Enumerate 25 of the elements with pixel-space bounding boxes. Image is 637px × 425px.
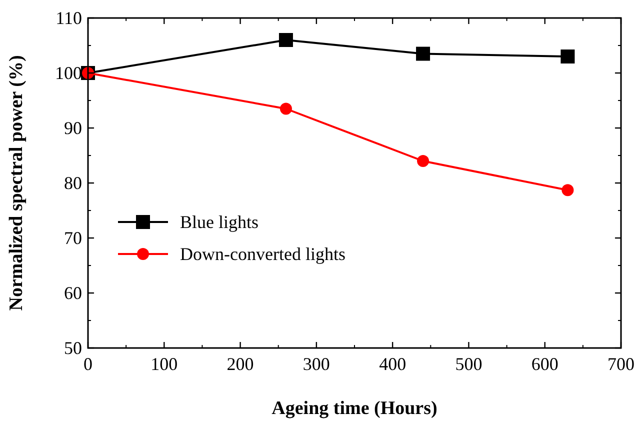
x-tick-label: 100	[150, 354, 178, 374]
x-axis-title: Ageing time (Hours)	[272, 398, 438, 419]
legend-label: Blue lights	[180, 212, 259, 232]
point	[562, 184, 574, 196]
point	[417, 155, 430, 167]
y-tick-label: 70	[64, 228, 82, 248]
x-tick-label: 500	[455, 354, 482, 374]
y-tick-label: 50	[64, 338, 82, 358]
x-tick-label: 200	[226, 354, 254, 374]
x-tick-label: 400	[379, 354, 406, 374]
x-tick-label: 300	[302, 354, 330, 374]
point	[416, 46, 430, 61]
x-tick-label: 700	[608, 354, 634, 374]
x-tick-label: 600	[531, 354, 558, 374]
x-tick-label: 0	[84, 354, 92, 374]
y-tick-label: 60	[64, 283, 82, 303]
y-tick-label: 80	[64, 173, 82, 193]
point	[278, 33, 293, 47]
point	[280, 102, 292, 115]
y-axis-title: Normalized spectral power (%)	[6, 55, 27, 311]
y-tick-label: 110	[56, 8, 82, 28]
point	[560, 50, 575, 64]
y-tick-label: 90	[64, 118, 82, 138]
legend-label: Down-converted lights	[180, 244, 346, 264]
y-tick-label: 100	[55, 63, 82, 83]
